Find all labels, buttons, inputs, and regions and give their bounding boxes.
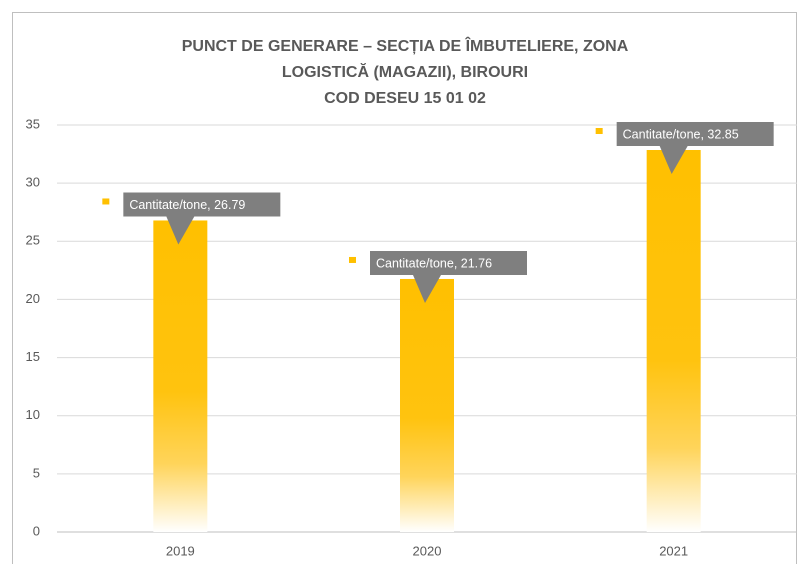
bar xyxy=(400,278,454,532)
y-tick-label: 0 xyxy=(33,523,40,538)
y-tick-label: 10 xyxy=(26,407,40,422)
data-label-callout xyxy=(370,250,527,303)
y-tick-label: 35 xyxy=(26,116,40,131)
data-label-callout xyxy=(616,122,774,175)
data-label-callout xyxy=(123,192,281,245)
chart-title: COD DESEU 15 01 02 xyxy=(324,90,486,107)
y-tick-label: 5 xyxy=(33,465,40,480)
y-tick-label: 15 xyxy=(26,349,40,364)
legend-key xyxy=(349,256,356,263)
bar xyxy=(153,220,208,532)
bar xyxy=(646,150,701,532)
legend-key xyxy=(102,198,110,205)
chart-title: PUNCT DE GENERARE – SECȚIA DE ÎMBUTELIER… xyxy=(182,36,629,55)
y-tick-label: 30 xyxy=(26,175,40,190)
legend-key xyxy=(595,128,603,135)
chart-title: LOGISTICĂ (MAGAZII), BIROURI xyxy=(282,62,528,81)
data-label: Cantitate/tone, 21.76 xyxy=(376,256,492,270)
x-tick-label: 2019 xyxy=(166,543,195,558)
y-tick-label: 20 xyxy=(26,291,40,306)
y-tick-label: 25 xyxy=(26,233,40,248)
x-tick-label: 2020 xyxy=(413,543,442,558)
data-label: Cantitate/tone, 32.85 xyxy=(623,127,739,141)
data-label: Cantitate/tone, 26.79 xyxy=(129,198,245,212)
x-tick-label: 2021 xyxy=(659,543,688,558)
